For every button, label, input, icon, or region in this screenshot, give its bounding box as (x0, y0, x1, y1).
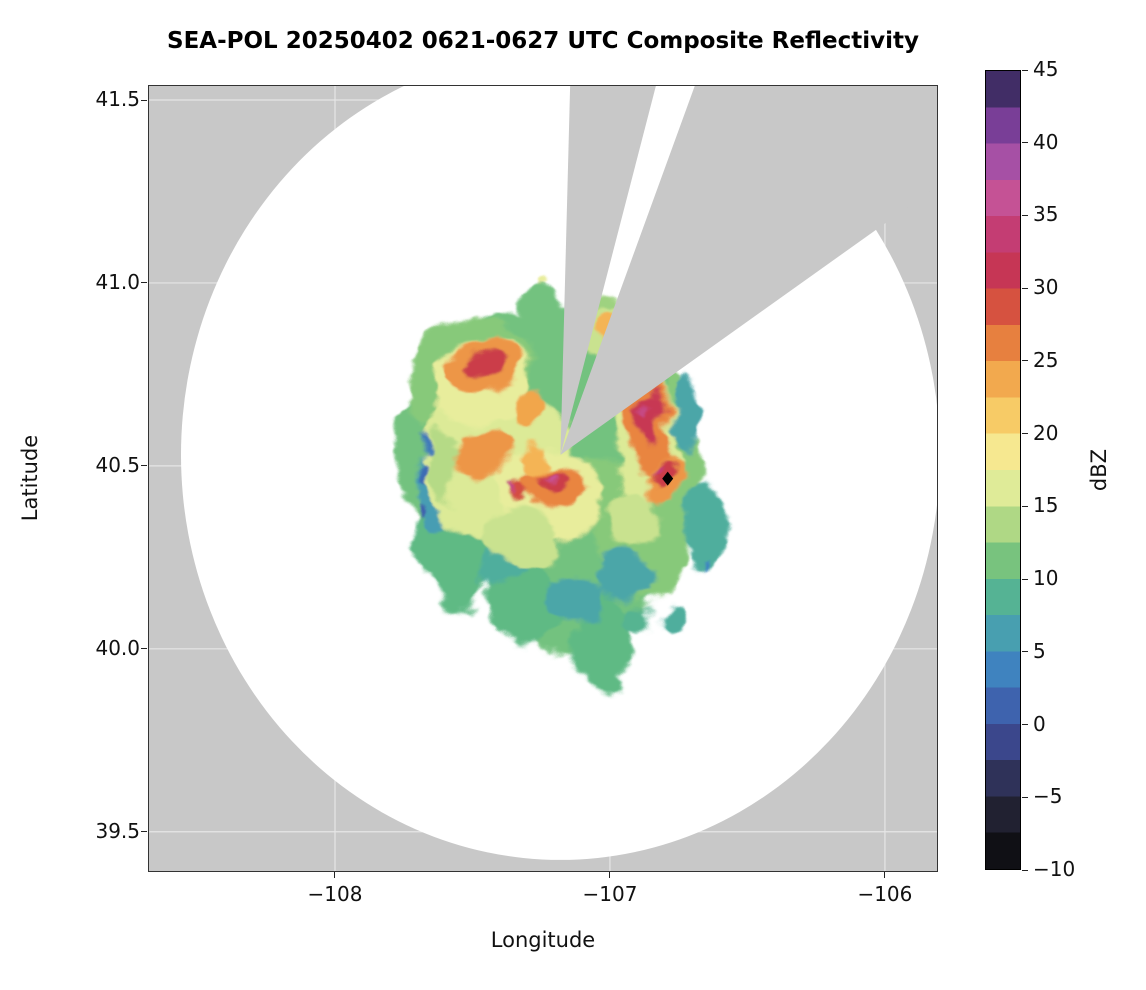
colorbar-tick-mark (1022, 214, 1028, 216)
colorbar-tick-mark (1022, 578, 1028, 580)
radar-ppi-plot (148, 85, 938, 872)
y-tick-label: 41.5 (95, 87, 140, 111)
plot-title: SEA-POL 20250402 0621-0627 UTC Composite… (167, 28, 919, 54)
colorbar-tick-label: 15 (1033, 493, 1059, 518)
colorbar-tick-label: 45 (1033, 57, 1059, 81)
colorbar-tick-label: 25 (1033, 347, 1059, 372)
y-tick-mark (141, 648, 147, 650)
reflectivity-echo (508, 388, 547, 426)
colorbar-tick-mark (1022, 505, 1028, 507)
reflectivity-echo (623, 604, 652, 635)
reflectivity-echo (458, 429, 509, 481)
reflectivity-echo (607, 495, 657, 547)
colorbar-tick-mark (1022, 287, 1028, 289)
colorbar (985, 70, 1021, 870)
colorbar-tick-mark (1022, 142, 1028, 144)
colorbar-tick-label: 20 (1033, 420, 1059, 445)
reflectivity-echo (413, 501, 422, 519)
x-tick-label: −106 (857, 882, 913, 906)
colorbar-tick-mark (1022, 69, 1028, 71)
reflectivity-echo (545, 472, 554, 482)
x-tick-label: −107 (582, 882, 638, 906)
reflectivity-echo (471, 351, 501, 375)
reflectivity-echo (598, 550, 649, 602)
reflectivity-echo (424, 436, 433, 452)
reflectivity-echo (428, 432, 462, 499)
reflectivity-echo (418, 462, 428, 485)
y-tick-mark (141, 282, 147, 284)
y-axis-label: Latitude (18, 434, 42, 522)
colorbar-tick-label: 0 (1033, 711, 1046, 736)
colorbar-tick-mark (1022, 433, 1028, 435)
y-tick-label: 40.0 (95, 635, 140, 660)
x-tick-mark (609, 872, 611, 878)
y-tick-mark (141, 465, 147, 467)
colorbar-gradient (986, 71, 1020, 869)
reflectivity-echo (653, 464, 661, 475)
reflectivity-echo (484, 505, 560, 573)
plot-frame (148, 85, 938, 872)
colorbar-tick-label: 10 (1033, 566, 1059, 591)
site-marker (662, 471, 674, 486)
y-tick-label: 40.5 (95, 452, 140, 477)
x-tick-mark (334, 872, 336, 878)
y-tick-label: 39.5 (95, 818, 140, 843)
reflectivity-echo (538, 273, 550, 285)
colorbar-tick-label: −10 (1033, 857, 1076, 881)
colorbar-tick-mark (1022, 869, 1028, 871)
x-axis-label: Longitude (490, 928, 596, 952)
x-tick-mark (884, 872, 886, 878)
y-tick-mark (141, 831, 147, 833)
reflectivity-echo (670, 378, 698, 452)
reflectivity-echo (705, 561, 713, 576)
reflectivity-echo (659, 601, 682, 624)
reflectivity-echo (507, 483, 515, 493)
colorbar-tick-mark (1022, 651, 1028, 653)
colorbar-tick-label: 30 (1033, 275, 1059, 300)
colorbar-tick-label: −5 (1033, 784, 1063, 809)
y-tick-label: 41.0 (95, 269, 140, 294)
x-tick-label: −108 (307, 882, 363, 906)
reflectivity-echo (519, 443, 547, 474)
colorbar-tick-label: 5 (1033, 638, 1046, 663)
colorbar-tick-mark (1022, 360, 1028, 362)
colorbar-tick-label: 35 (1033, 202, 1059, 227)
reflectivity-echo (686, 480, 726, 576)
reflectivity-echo (644, 407, 653, 422)
colorbar-label: dBZ (1087, 448, 1111, 492)
colorbar-tick-label: 40 (1033, 129, 1059, 154)
colorbar-tick-mark (1022, 796, 1028, 798)
reflectivity-echo (532, 308, 566, 346)
colorbar-tick-mark (1022, 724, 1028, 726)
y-tick-mark (141, 99, 147, 101)
blocked-sector (560, 85, 938, 455)
reflectivity-echo (549, 575, 605, 620)
reflectivity-echo (576, 593, 632, 690)
